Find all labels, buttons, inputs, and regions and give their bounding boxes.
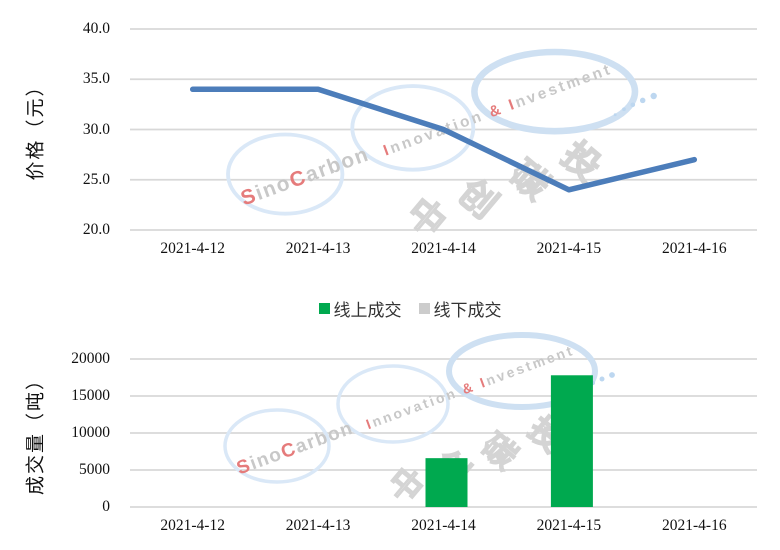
y-tick-label: 40.0 bbox=[82, 20, 110, 37]
volume-bar bbox=[425, 458, 468, 507]
volume-bar bbox=[550, 375, 593, 507]
price-line-series bbox=[189, 86, 698, 193]
x-category-label: 2021-4-13 bbox=[285, 240, 351, 257]
y-tick-label: 35.0 bbox=[82, 70, 110, 88]
volume-bar-series bbox=[425, 375, 593, 507]
watermark-dot-icon bbox=[639, 97, 646, 104]
legend-item: 线上成交 bbox=[318, 296, 402, 321]
y-tick-label: 0 bbox=[102, 498, 110, 515]
y-tick-label: 10000 bbox=[71, 424, 110, 441]
watermark-dot-icon bbox=[622, 107, 626, 112]
watermark-ring-icon bbox=[350, 84, 476, 172]
watermark-ring-icon bbox=[226, 132, 345, 216]
x-category-label: 2021-4-14 bbox=[411, 517, 476, 534]
legend: 线上成交 线下成交 bbox=[0, 296, 780, 321]
watermark-dot-icon bbox=[599, 376, 605, 382]
x-category-label: 2021-4-12 bbox=[160, 240, 225, 257]
legend-swatch-icon bbox=[318, 303, 330, 314]
y-tick-label: 25.0 bbox=[82, 170, 110, 188]
watermark-ring-icon bbox=[446, 332, 598, 410]
watermark-ring-icon bbox=[336, 364, 450, 444]
legend-item: 线下成交 bbox=[418, 296, 502, 321]
y-tick-label: 20000 bbox=[71, 350, 110, 367]
x-category-label: 2021-4-14 bbox=[411, 240, 476, 257]
watermark-tagline: Innovation & Investment bbox=[364, 342, 576, 432]
watermark-brand-en: SinoCarbon bbox=[238, 143, 373, 211]
y-tick-label: 20.0 bbox=[82, 221, 110, 238]
x-category-label: 2021-4-13 bbox=[285, 517, 351, 534]
y-tick-label: 15000 bbox=[71, 387, 110, 404]
watermark-ring-icon bbox=[471, 48, 639, 135]
legend-label: 线下成交 bbox=[433, 301, 502, 320]
watermark-dot-icon bbox=[630, 102, 636, 108]
x-category-label: 2021-4-15 bbox=[536, 240, 602, 257]
x-category-label: 2021-4-12 bbox=[160, 517, 225, 534]
x-category-label: 2021-4-16 bbox=[662, 240, 727, 257]
watermark-dot-icon bbox=[609, 372, 615, 378]
y-tick-label: 30.0 bbox=[82, 120, 110, 138]
legend-swatch-icon bbox=[418, 303, 430, 314]
legend-label: 线上成交 bbox=[333, 301, 402, 320]
x-category-label: 2021-4-16 bbox=[662, 517, 727, 534]
watermark-dot-icon bbox=[613, 113, 617, 117]
watermark-ring-icon bbox=[223, 408, 331, 484]
watermark-brand-en: SinoCarbon bbox=[234, 418, 357, 480]
price-line bbox=[189, 86, 698, 193]
y-tick-label: 5000 bbox=[79, 461, 110, 478]
watermark-dot-icon bbox=[650, 92, 657, 100]
x-category-label: 2021-4-15 bbox=[536, 517, 602, 534]
